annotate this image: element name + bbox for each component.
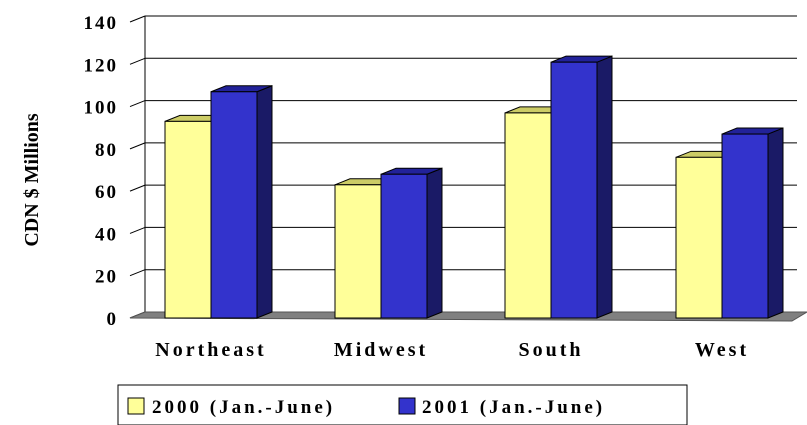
y-tick-label: 80 xyxy=(95,140,118,161)
bar-front xyxy=(210,91,258,319)
gridline-side xyxy=(129,142,146,150)
bar-side xyxy=(596,55,613,319)
x-category-label: Northeast xyxy=(155,339,266,361)
y-tick-label: 40 xyxy=(95,224,118,245)
y-tick-label: 60 xyxy=(95,182,118,203)
legend-label-2001: 2001 (Jan.-June) xyxy=(422,397,605,418)
gridline-side xyxy=(129,184,146,192)
x-category-label: South xyxy=(518,339,583,361)
y-tick-label: 100 xyxy=(84,98,119,119)
floor-plane xyxy=(129,311,807,322)
legend: 2000 (Jan.-June) 2001 (Jan.-June) xyxy=(117,384,688,425)
legend-swatch-2000 xyxy=(127,397,145,415)
x-category-labels: Northeast Midwest South West xyxy=(155,339,749,361)
y-tick-label: 140 xyxy=(84,13,119,34)
gridline-side xyxy=(129,269,146,277)
y-tick-label: 0 xyxy=(107,309,119,330)
bar-front xyxy=(675,156,723,319)
y-tick-labels: 0 20 40 60 80 100 120 140 xyxy=(84,13,119,330)
bar-side xyxy=(426,167,443,319)
gridline-side xyxy=(129,15,146,23)
bar-side xyxy=(256,85,273,319)
bar-midwest-2001 xyxy=(380,167,443,319)
y-tick-label: 20 xyxy=(95,267,118,288)
x-category-label: Midwest xyxy=(334,339,428,361)
bars xyxy=(164,55,784,319)
bar-west-2001 xyxy=(721,127,784,319)
bar-northeast-2001 xyxy=(210,85,273,319)
gridline-side xyxy=(129,57,146,65)
bar-side xyxy=(767,127,784,319)
y-axis-label: CDN $ Millions xyxy=(21,113,43,247)
bar-south-2001 xyxy=(550,55,613,319)
bar-front xyxy=(164,120,212,319)
gridline-side xyxy=(129,100,146,108)
chart-floor xyxy=(129,311,807,322)
bar-front xyxy=(380,173,428,319)
legend-swatch-2001 xyxy=(398,397,416,415)
bar-front xyxy=(334,184,382,319)
x-category-label: West xyxy=(695,339,749,361)
gridline-side xyxy=(129,226,146,234)
bar-front xyxy=(504,112,552,319)
bar-front xyxy=(721,133,769,319)
y-tick-label: 120 xyxy=(84,55,119,76)
bar-front xyxy=(550,61,598,319)
legend-label-2000: 2000 (Jan.-June) xyxy=(152,397,335,418)
